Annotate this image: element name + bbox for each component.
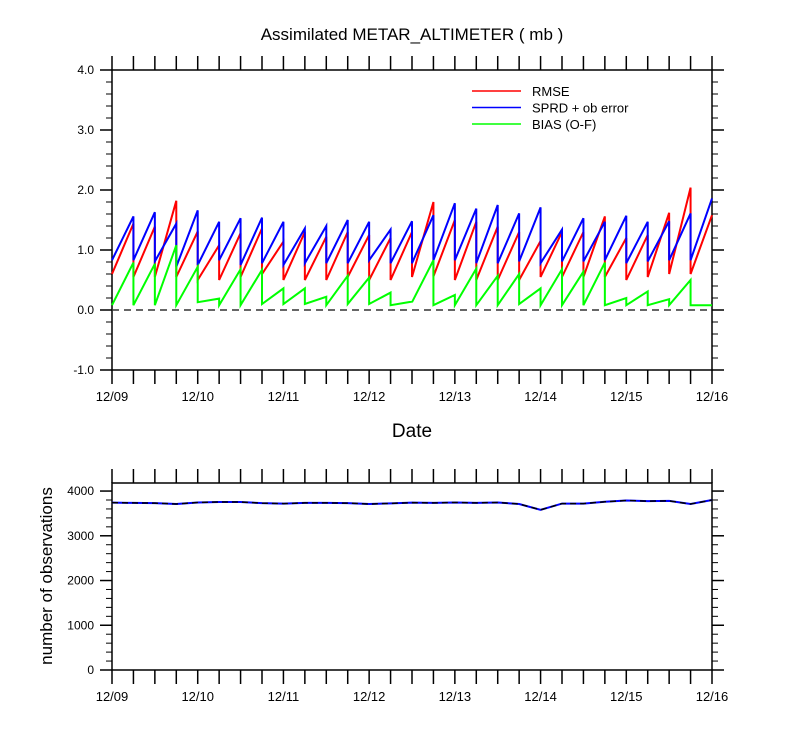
x-tick-label: 12/12 bbox=[353, 389, 386, 404]
bottom-plot: 12/09 12/10 12/11 12/12 12/13 12/14 12/15 12/16… bbox=[67, 469, 728, 704]
y-tick-label: 2000 bbox=[67, 574, 94, 588]
x-tick-label: 12/09 bbox=[96, 689, 129, 704]
y-tick-label: -1.0 bbox=[73, 363, 94, 377]
legend-label: SPRD + ob error bbox=[532, 101, 629, 116]
x-tick-label: 12/14 bbox=[524, 389, 557, 404]
chart-title: Assimilated METAR_ALTIMETER ( mb ) bbox=[261, 25, 564, 44]
observations-line-dashed bbox=[111, 499, 713, 511]
x-tick-label: 12/09 bbox=[96, 389, 129, 404]
x-tick-label: 12/10 bbox=[181, 689, 214, 704]
x-tick-label: 12/15 bbox=[610, 389, 643, 404]
y-tick-label: 3.0 bbox=[77, 123, 94, 137]
x-tick-label: 12/12 bbox=[353, 689, 386, 704]
x-tick-label: 12/15 bbox=[610, 689, 643, 704]
x-tick-label: 12/14 bbox=[524, 689, 557, 704]
y-tick-label: 4.0 bbox=[77, 63, 94, 77]
y-tick-label: 0.0 bbox=[77, 303, 94, 317]
y-tick-label: 0 bbox=[87, 663, 94, 677]
x-tick-label: 12/11 bbox=[268, 389, 300, 404]
x-tick-label: 12/13 bbox=[439, 689, 472, 704]
series-line-bias-o-f bbox=[111, 244, 712, 310]
series-line-sprd-ob-error bbox=[111, 198, 713, 269]
x-tick-label: 12/16 bbox=[696, 689, 729, 704]
observations-line bbox=[111, 499, 713, 511]
x-tick-label: 12/10 bbox=[181, 389, 214, 404]
legend-label: RMSE bbox=[532, 84, 570, 99]
y-axis-label-observations: number of observations bbox=[37, 487, 56, 665]
y-tick-label: 2.0 bbox=[77, 183, 94, 197]
x-tick-label: 12/11 bbox=[268, 689, 300, 704]
plot-frame bbox=[111, 482, 713, 671]
top-plot: 12/09 12/10 12/11 12/12 12/13 12/14 12/15 12/16… bbox=[73, 56, 728, 404]
y-tick-label: 1000 bbox=[67, 618, 94, 632]
y-tick-label: 3000 bbox=[67, 529, 94, 543]
x-axis-label: Date bbox=[392, 421, 432, 442]
y-tick-label: 4000 bbox=[67, 484, 94, 498]
y-tick-label: 1.0 bbox=[77, 243, 94, 257]
x-tick-label: 12/16 bbox=[696, 389, 729, 404]
legend-label: BIAS (O-F) bbox=[532, 117, 596, 132]
x-tick-label: 12/13 bbox=[439, 389, 472, 404]
